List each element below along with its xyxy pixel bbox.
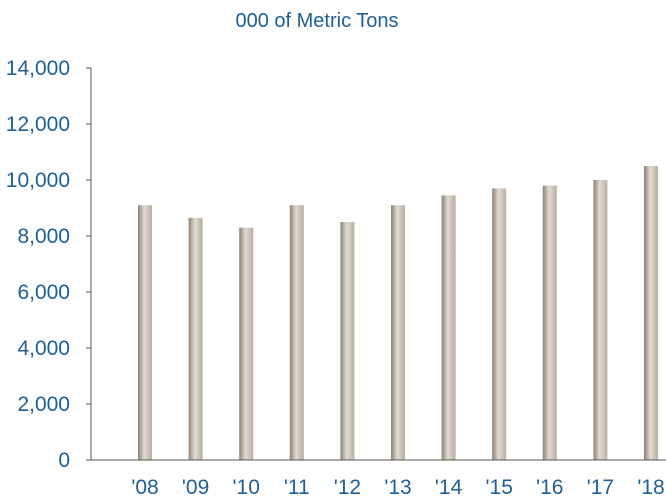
- x-axis-ticks: '08 '09 '10 '11 '12 '13 '14 '15 '16 '17 '18: [131, 476, 664, 499]
- y-tick-label: 2,000: [17, 393, 70, 416]
- bar: [441, 195, 456, 460]
- bar: [239, 227, 254, 460]
- y-tick-label: 4,000: [17, 337, 70, 360]
- x-tick-label: '11: [284, 476, 310, 499]
- x-tick-label: '08: [131, 476, 158, 499]
- bar: [391, 205, 405, 460]
- bar: [289, 205, 304, 460]
- x-tick-label: '12: [334, 476, 361, 499]
- x-tick-label: '13: [384, 476, 411, 499]
- x-tick-label: '10: [233, 476, 260, 499]
- y-tick-label: 14,000: [6, 57, 70, 80]
- bar: [593, 180, 608, 460]
- bar: [644, 166, 658, 460]
- y-tick-label: 12,000: [6, 113, 70, 136]
- bar: [138, 205, 152, 460]
- x-tick-label: '09: [182, 476, 209, 499]
- bar: [542, 185, 557, 460]
- y-tick-label: 8,000: [17, 225, 70, 248]
- x-tick-label: '15: [486, 476, 513, 499]
- bar: [188, 217, 203, 460]
- bar: [340, 222, 355, 460]
- y-tick-label: 6,000: [17, 281, 70, 304]
- x-tick-label: '16: [536, 476, 563, 499]
- bar-series: [138, 166, 658, 460]
- x-tick-label: '18: [637, 476, 664, 499]
- chart-title: 000 of Metric Tons: [235, 10, 398, 32]
- x-tick-label: '17: [587, 476, 614, 499]
- y-tick-label: 10,000: [6, 169, 70, 192]
- y-axis-ticks: 0 2,000 4,000 6,000 8,000 10,000 12,000 14,000: [6, 57, 91, 472]
- y-tick-label: 0: [58, 449, 70, 472]
- bar: [492, 188, 507, 460]
- x-tick-label: '14: [435, 476, 463, 499]
